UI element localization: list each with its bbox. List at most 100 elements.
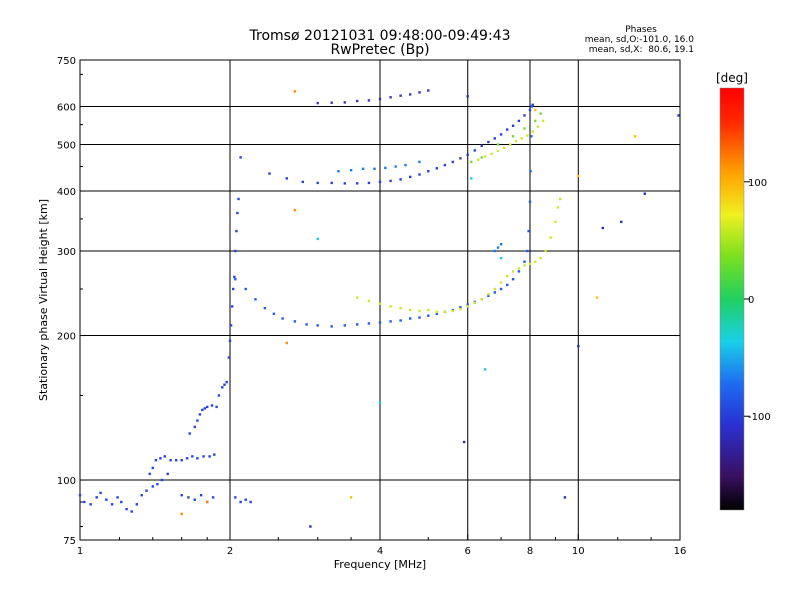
data-point (563, 496, 567, 499)
data-point (427, 314, 430, 317)
data-point (199, 494, 203, 497)
data-point (110, 503, 114, 506)
data-point (490, 152, 493, 156)
data-point (459, 306, 462, 309)
data-point (309, 525, 312, 528)
data-point (239, 500, 242, 504)
data-point (459, 307, 462, 311)
data-point (418, 160, 421, 164)
y-axis-label: Stationary phase Virtual Height [km] (37, 199, 50, 401)
data-point (83, 500, 86, 504)
data-point (130, 510, 133, 513)
data-point (330, 325, 333, 328)
data-point (193, 498, 196, 501)
data-point (272, 312, 276, 315)
data-point (531, 130, 534, 133)
data-point (601, 226, 604, 230)
data-point (373, 167, 376, 170)
data-point (451, 160, 454, 164)
data-point (620, 220, 623, 224)
data-point (435, 167, 438, 170)
data-point (281, 317, 284, 320)
data-point (470, 177, 473, 180)
data-point (234, 249, 237, 253)
data-point (394, 165, 397, 168)
plot-area: 1 2 4 6 8 10 16 75 100 200 300 400 500 600 750 (57, 56, 686, 557)
data-point (227, 356, 231, 359)
data-point (554, 220, 557, 224)
data-point (208, 455, 211, 458)
data-point (225, 380, 228, 384)
data-point (466, 153, 469, 156)
data-point (151, 466, 154, 470)
data-point (293, 90, 297, 93)
data-point (223, 383, 226, 386)
data-point (367, 99, 371, 102)
data-point (378, 97, 382, 101)
data-point (556, 206, 560, 209)
data-point (99, 491, 102, 495)
data-point (389, 305, 392, 308)
data-point (203, 407, 206, 410)
data-point (526, 249, 529, 253)
data-point (356, 182, 359, 185)
data-point (356, 99, 359, 103)
data-point (187, 496, 190, 499)
data-point (451, 309, 454, 313)
phase-header: Phases (625, 25, 657, 35)
data-point (213, 453, 216, 456)
data-point (356, 323, 359, 326)
data-point (263, 307, 267, 310)
data-point (595, 296, 599, 299)
data-point (534, 108, 537, 112)
chart-title: Tromsø 20121031 09:48:00-09:49:43 (249, 28, 511, 44)
data-point (523, 264, 526, 267)
grid-lines (80, 60, 680, 540)
x-tick-label: 4 (377, 546, 383, 557)
phase-stats-x: mean, sd,X: 80.6, 19.1 (589, 45, 694, 55)
chart-subtitle: RwPretec (Bp) (330, 42, 429, 58)
data-point (215, 405, 218, 409)
x-tick-label: 10 (572, 546, 585, 557)
data-point (217, 394, 221, 397)
data-point (198, 413, 202, 416)
data-point (293, 208, 297, 212)
data-point (356, 296, 359, 299)
data-point (196, 457, 199, 460)
data-point (470, 160, 473, 164)
colorbar-label: [deg] (716, 71, 748, 85)
data-point (89, 503, 92, 506)
data-point (549, 236, 552, 239)
data-point (534, 119, 537, 123)
data-point (499, 243, 503, 246)
x-tick-label: 16 (674, 546, 687, 557)
data-point (163, 455, 166, 458)
data-point (206, 500, 209, 504)
colorbar-tick-label: 100 (748, 178, 767, 189)
data-point (135, 503, 138, 506)
data-point (427, 89, 430, 92)
data-point (577, 345, 580, 348)
data-point (148, 472, 151, 476)
data-point (536, 125, 540, 128)
data-point (544, 249, 547, 253)
data-point (185, 457, 189, 460)
phase-stats-o: mean, sd,O:-101.0, 16.0 (585, 35, 695, 45)
y-tick-label: 600 (57, 103, 76, 114)
data-point (249, 500, 252, 504)
data-point (559, 197, 562, 201)
data-point (389, 96, 392, 99)
x-axis-ticks: 1 2 4 6 8 10 16 (77, 534, 687, 557)
data-point (528, 108, 532, 112)
data-point (531, 103, 534, 106)
data-point (378, 401, 382, 404)
data-point (120, 500, 123, 504)
data-point (78, 494, 82, 497)
data-point (459, 157, 462, 160)
data-point (337, 170, 340, 173)
data-point (399, 319, 402, 322)
data-point (511, 278, 515, 281)
colorbar-ticks: 100 0 -100 (744, 178, 771, 423)
data-point (517, 270, 521, 273)
